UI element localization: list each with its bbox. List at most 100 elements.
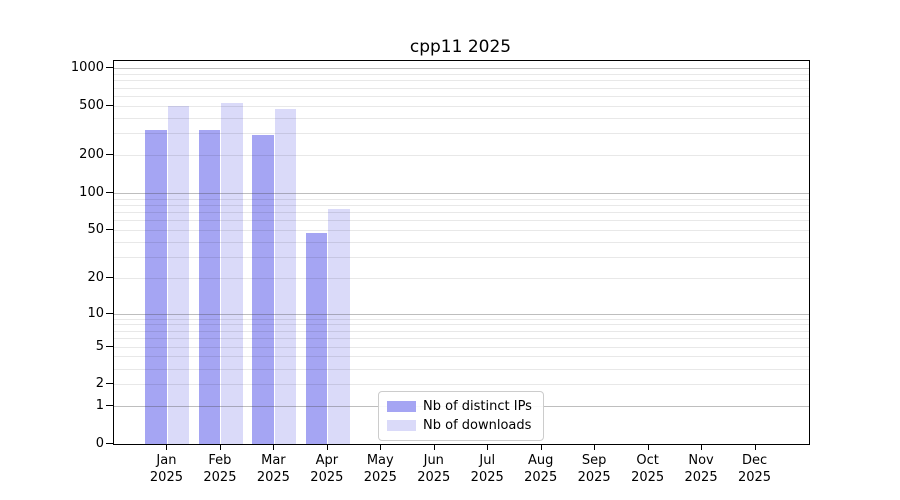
gridline-minor bbox=[114, 87, 809, 89]
x-tick-mark bbox=[701, 444, 703, 450]
bar-distinct-ips bbox=[305, 233, 328, 444]
bar-distinct-ips bbox=[198, 129, 221, 444]
x-tick-year: 2025 bbox=[684, 470, 718, 485]
legend-item: Nb of distinct IPs bbox=[379, 399, 543, 414]
gridline-minor bbox=[114, 80, 809, 82]
y-tick-mark bbox=[106, 383, 113, 385]
gridline-minor bbox=[114, 198, 809, 200]
x-tick-mark bbox=[540, 444, 542, 450]
gridline-minor bbox=[114, 105, 809, 107]
gridline-minor bbox=[114, 133, 809, 135]
gridline-minor bbox=[114, 278, 809, 280]
y-tick-label: 200 bbox=[79, 147, 104, 163]
gridline-major bbox=[114, 68, 809, 70]
legend-label: Nb of downloads bbox=[423, 418, 532, 433]
x-tick-year: 2025 bbox=[524, 470, 558, 485]
x-tick-month: Sep bbox=[581, 453, 607, 468]
bar-downloads bbox=[221, 102, 243, 444]
x-tick-month: Feb bbox=[208, 453, 232, 468]
bar-downloads bbox=[328, 209, 350, 444]
y-tick-mark bbox=[106, 443, 113, 444]
x-tick-year: 2025 bbox=[737, 470, 772, 485]
gridline-minor bbox=[114, 241, 809, 243]
x-tick-label: May 2025 bbox=[350, 452, 410, 486]
y-tick-label: 1 bbox=[95, 398, 104, 414]
x-tick-year: 2025 bbox=[631, 470, 665, 485]
x-tick-year: 2025 bbox=[149, 470, 183, 485]
gridline-minor bbox=[114, 220, 809, 222]
x-tick-mark bbox=[326, 444, 328, 450]
legend-label: Nb of distinct IPs bbox=[423, 399, 532, 414]
gridline-minor bbox=[114, 318, 809, 320]
x-tick-label: Dec 2025 bbox=[725, 452, 785, 486]
gridline-minor bbox=[114, 324, 809, 326]
x-tick-mark bbox=[273, 444, 275, 450]
x-tick-month: Apr bbox=[315, 453, 339, 468]
y-tick-mark bbox=[106, 67, 113, 69]
chart-title: cpp11 2025 bbox=[409, 37, 512, 57]
x-tick-year: 2025 bbox=[577, 470, 611, 485]
x-tick-label: Sep 2025 bbox=[564, 452, 624, 486]
gridline-minor bbox=[114, 257, 809, 259]
gridline-minor bbox=[114, 346, 809, 348]
x-tick-year: 2025 bbox=[310, 470, 344, 485]
gridline-minor bbox=[114, 212, 809, 214]
y-tick-mark bbox=[106, 345, 113, 347]
y-tick-mark bbox=[106, 191, 113, 193]
y-tick-label: 100 bbox=[79, 184, 104, 200]
gridline-minor bbox=[114, 338, 809, 340]
y-tick-label: 500 bbox=[79, 97, 104, 113]
y-tick-mark bbox=[106, 405, 113, 407]
gridline-minor bbox=[114, 330, 809, 332]
x-tick-year: 2025 bbox=[470, 470, 504, 485]
x-tick-label: Mar 2025 bbox=[243, 452, 303, 486]
x-tick-label: Jun 2025 bbox=[404, 452, 464, 486]
x-tick-label: Oct 2025 bbox=[618, 452, 678, 486]
gridline-minor bbox=[114, 368, 809, 370]
x-tick-mark bbox=[166, 444, 168, 450]
gridline-major bbox=[114, 192, 809, 194]
x-tick-label: Apr 2025 bbox=[297, 452, 357, 486]
x-tick-month: May bbox=[366, 453, 394, 468]
y-tick-mark bbox=[106, 229, 113, 231]
x-tick-mark bbox=[219, 444, 221, 450]
gridline-minor bbox=[114, 356, 809, 358]
bars-layer bbox=[114, 61, 809, 444]
plot-area: Nb of distinct IPs Nb of downloads bbox=[113, 60, 810, 445]
y-tick-mark bbox=[106, 277, 113, 279]
x-tick-year: 2025 bbox=[417, 470, 451, 485]
x-tick-month: Jul bbox=[479, 453, 496, 468]
x-tick-mark bbox=[433, 444, 435, 450]
gridline-minor bbox=[114, 73, 809, 75]
x-tick-month: Dec bbox=[741, 453, 768, 468]
bar-downloads bbox=[167, 106, 190, 444]
x-tick-mark bbox=[754, 444, 756, 450]
gridline-major bbox=[114, 313, 809, 315]
gridlines-layer bbox=[114, 61, 809, 444]
x-tick-month: Mar bbox=[261, 453, 286, 468]
legend-item: Nb of downloads bbox=[379, 418, 543, 433]
x-tick-month: Jun bbox=[423, 453, 444, 468]
gridline-minor bbox=[114, 384, 809, 386]
x-tick-label: Feb 2025 bbox=[190, 452, 250, 486]
x-tick-mark bbox=[487, 444, 489, 450]
x-tick-label: Jul 2025 bbox=[457, 452, 517, 486]
gridline-minor bbox=[114, 204, 809, 206]
y-tick-label: 1000 bbox=[70, 60, 104, 76]
gridline-minor bbox=[114, 95, 809, 97]
gridline-minor bbox=[114, 230, 809, 232]
bar-downloads bbox=[274, 109, 297, 444]
x-tick-mark bbox=[380, 444, 382, 450]
y-tick-mark bbox=[106, 312, 113, 314]
y-tick-label: 5 bbox=[95, 338, 104, 354]
x-tick-month: Aug bbox=[527, 453, 554, 468]
legend-swatch bbox=[387, 420, 416, 431]
x-tick-month: Oct bbox=[636, 453, 659, 468]
y-tick-label: 50 bbox=[87, 222, 104, 238]
gridline-minor bbox=[114, 155, 809, 157]
x-tick-month: Nov bbox=[688, 453, 714, 468]
legend-swatch bbox=[387, 401, 416, 412]
x-tick-month: Jan bbox=[156, 453, 177, 468]
y-tick-label: 2 bbox=[95, 376, 104, 392]
